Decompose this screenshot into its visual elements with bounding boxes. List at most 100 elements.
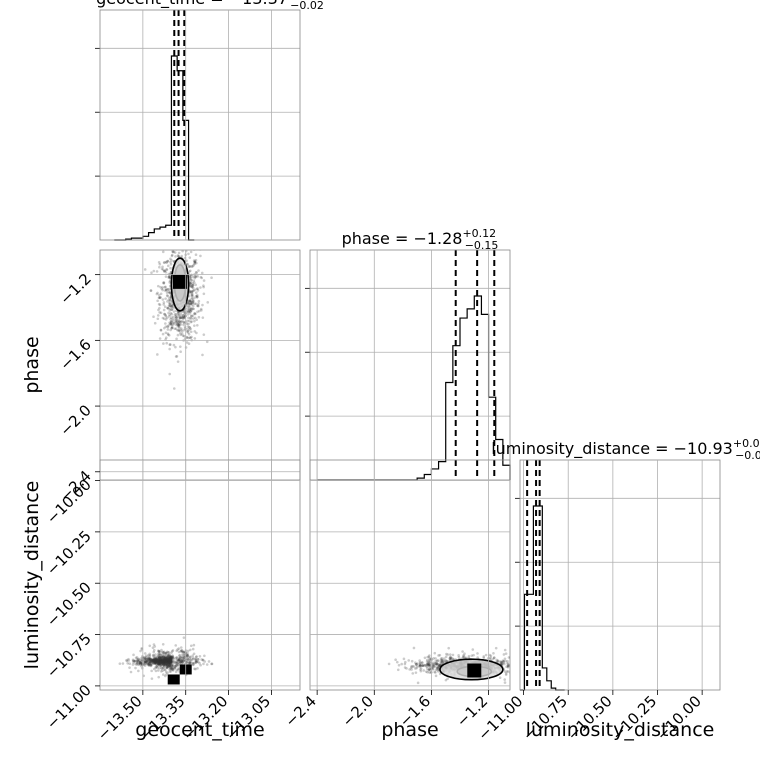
- sample-point: [186, 653, 189, 657]
- sample-point: [514, 663, 517, 666]
- sample-point: [435, 662, 439, 666]
- sample-point: [169, 660, 173, 664]
- sample-point: [194, 661, 198, 664]
- sample-point: [194, 659, 198, 662]
- sample-point: [170, 661, 174, 664]
- sample-point: [168, 659, 172, 662]
- sample-point: [165, 660, 169, 664]
- sample-point: [168, 661, 171, 665]
- sample-point: [191, 301, 194, 305]
- sample-point: [166, 328, 170, 331]
- sample-point: [543, 658, 546, 661]
- sample-point: [192, 643, 196, 647]
- sample-point: [174, 355, 178, 358]
- sample-point: [168, 309, 171, 312]
- sample-point: [157, 658, 161, 661]
- sample-point: [139, 660, 142, 664]
- sample-point: [190, 658, 194, 661]
- sample-point: [192, 661, 195, 665]
- hist-panel-phase: [305, 249, 511, 481]
- sample-point: [196, 287, 199, 290]
- sample-point: [170, 667, 173, 671]
- sample-point: [188, 328, 191, 332]
- sample-point: [170, 660, 173, 663]
- sample-point: [434, 671, 437, 674]
- sample-point: [159, 285, 162, 289]
- sample-point: [171, 656, 175, 659]
- sample-point: [161, 658, 164, 662]
- y-tick-label: −10.25: [43, 527, 95, 579]
- sample-point: [181, 313, 184, 317]
- sample-point: [152, 659, 155, 662]
- sample-point: [496, 659, 500, 663]
- sample-point: [168, 275, 171, 278]
- sample-point: [189, 310, 192, 313]
- sample-point: [186, 654, 190, 658]
- sample-point: [449, 656, 452, 659]
- sample-point: [160, 659, 164, 663]
- sample-point: [156, 661, 160, 665]
- sample-point: [169, 657, 173, 661]
- sample-point: [170, 650, 174, 653]
- sample-point: [165, 661, 168, 665]
- sample-point: [152, 658, 156, 662]
- sample-point: [425, 663, 429, 666]
- sample-point: [136, 658, 140, 661]
- sample-point: [162, 655, 166, 659]
- sample-point: [163, 658, 167, 662]
- sample-point: [164, 318, 168, 321]
- sample-point: [187, 319, 191, 322]
- sample-point: [402, 657, 406, 661]
- sample-point: [186, 653, 190, 657]
- sample-point: [410, 665, 413, 668]
- sample-point: [171, 666, 174, 670]
- sample-point: [409, 666, 413, 669]
- sample-point: [159, 664, 163, 668]
- sample-point: [192, 259, 196, 262]
- sample-point: [165, 261, 168, 264]
- sample-point: [178, 314, 182, 318]
- sample-point: [432, 663, 435, 667]
- sample-point: [162, 650, 166, 654]
- sample-point: [512, 660, 515, 663]
- sample-point: [182, 323, 185, 327]
- sample-point: [161, 661, 165, 665]
- sample-point: [437, 670, 440, 673]
- sample-point: [440, 657, 444, 660]
- sample-point: [144, 657, 147, 660]
- sample-point: [505, 670, 509, 673]
- sample-point: [440, 659, 444, 663]
- sample-point: [185, 336, 189, 339]
- sample-point: [443, 660, 446, 663]
- sample-point: [156, 666, 159, 670]
- sample-point: [180, 254, 184, 258]
- sample-point: [193, 260, 196, 263]
- sample-point: [155, 660, 159, 664]
- sample-point: [421, 661, 424, 665]
- sample-point: [199, 307, 203, 311]
- sample-point: [144, 658, 147, 661]
- sample-point: [536, 666, 539, 669]
- sample-point: [191, 283, 195, 287]
- sample-point: [189, 327, 193, 331]
- sample-point: [169, 322, 172, 326]
- sample-point: [160, 659, 163, 663]
- sample-point: [197, 269, 200, 272]
- sample-point: [152, 661, 155, 664]
- sample-point: [416, 662, 419, 665]
- sample-point: [156, 658, 159, 661]
- sample-point: [166, 671, 169, 675]
- sample-point: [149, 660, 153, 664]
- sample-point: [169, 319, 173, 323]
- sample-point: [169, 670, 173, 673]
- sample-point: [149, 663, 153, 667]
- sample-point: [140, 646, 144, 650]
- sample-point: [188, 290, 192, 294]
- sample-point: [168, 655, 171, 659]
- sample-point: [179, 350, 182, 353]
- sample-point: [188, 264, 192, 268]
- sample-point: [181, 315, 185, 319]
- sample-point: [167, 315, 171, 318]
- sample-point: [157, 661, 161, 665]
- sample-point: [511, 668, 514, 671]
